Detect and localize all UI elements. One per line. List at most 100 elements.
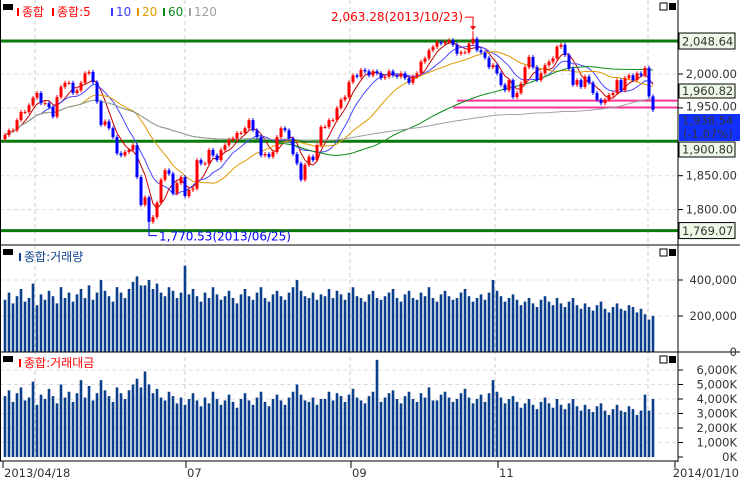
volume-bar: [531, 303, 535, 352]
level-label: 1,960.82: [682, 84, 733, 98]
trade-value-bar: [43, 399, 47, 457]
candle: [363, 69, 367, 72]
candle: [235, 132, 239, 139]
candle: [543, 65, 547, 74]
candle: [399, 73, 403, 77]
close-icon[interactable]: [669, 249, 676, 256]
maximize-icon[interactable]: [659, 248, 668, 257]
volume-bar: [363, 301, 367, 352]
candle: [335, 107, 339, 121]
trade-value-bar: [95, 393, 99, 457]
candle: [35, 92, 39, 98]
volume-bar: [579, 308, 583, 352]
volume-bar: [271, 294, 275, 352]
trade-value-bar: [519, 407, 523, 457]
legend-item: 20: [142, 5, 157, 19]
volume-bar: [219, 299, 223, 352]
candle: [27, 105, 31, 112]
volume-bar: [231, 298, 235, 352]
volume-bar: [171, 290, 175, 352]
candle: [411, 76, 415, 83]
trade-value-bar: [579, 410, 583, 457]
candle: [195, 160, 199, 189]
candle: [83, 73, 87, 83]
panel-menu-icon[interactable]: [3, 249, 13, 255]
candle: [71, 82, 75, 93]
close-icon[interactable]: [669, 3, 676, 10]
candle: [199, 160, 203, 164]
volume-bar: [223, 296, 227, 352]
value-tick-label: 6,000K: [697, 363, 738, 377]
candle: [275, 137, 279, 152]
volume-bar: [435, 301, 439, 352]
candle: [391, 71, 395, 76]
maximize-icon[interactable]: [659, 355, 668, 364]
candle: [595, 92, 599, 100]
volume-bar: [43, 299, 47, 352]
volume-bar: [395, 298, 399, 352]
value-tick-label: 0K: [722, 450, 737, 464]
volume-bar: [15, 296, 19, 352]
trade-value-bar: [643, 394, 647, 457]
trade-value-bar: [171, 396, 175, 457]
candle: [151, 217, 155, 222]
volume-bar: [243, 289, 247, 352]
trade-value-bar: [351, 388, 355, 457]
volume-bar: [119, 292, 123, 352]
candle: [371, 71, 375, 76]
trade-value-bar: [39, 394, 43, 457]
volume-bar: [39, 294, 43, 352]
volume-bar: [615, 303, 619, 352]
volume-bar: [415, 299, 419, 352]
trade-value-bar: [75, 393, 79, 457]
volume-bar: [539, 299, 543, 352]
candle: [531, 57, 535, 68]
close-icon[interactable]: [669, 356, 676, 363]
trade-value-bar: [571, 399, 575, 457]
candle: [215, 155, 219, 161]
trade-value-bar: [291, 391, 295, 457]
trade-value-bar: [115, 387, 119, 457]
volume-bar: [111, 301, 115, 352]
legend-swatch: [163, 8, 165, 16]
candle: [3, 135, 7, 140]
candle: [407, 78, 411, 83]
candle: [447, 40, 451, 43]
volume-bar: [359, 298, 363, 352]
trade-value-bar: [639, 410, 643, 457]
trade-value-bar: [327, 391, 331, 457]
candle: [255, 130, 259, 138]
candle: [623, 78, 627, 91]
trade-value-bar: [431, 400, 435, 457]
volume-bar: [279, 296, 283, 352]
volume-bar: [343, 299, 347, 352]
candle: [59, 86, 63, 98]
candle: [527, 57, 531, 68]
annotations: 2,063.28(2013/10/23) 1,770.53(2013/06/25): [148, 10, 476, 244]
trade-value-bar: [367, 396, 371, 457]
legend-swatch: [19, 253, 21, 261]
maximize-icon[interactable]: [659, 2, 668, 11]
volume-bar: [555, 298, 559, 352]
panel-menu-icon[interactable]: [3, 4, 13, 10]
panel-menu-icon[interactable]: [3, 356, 13, 362]
trade-value-bar: [363, 403, 367, 457]
volume-bar: [639, 308, 643, 352]
change-box: [679, 127, 740, 141]
trade-value-bar: [79, 380, 83, 457]
volume-bar: [35, 305, 39, 352]
level-label-box: [678, 141, 736, 158]
trade-value-bar: [131, 384, 135, 457]
legend-item: 종합: [22, 5, 44, 19]
volume-bar: [263, 298, 267, 352]
candle: [415, 73, 419, 77]
candle: [147, 197, 151, 222]
trade-value-bar: [419, 393, 423, 457]
volume-bar: [251, 299, 255, 352]
trade-value-bar: [503, 403, 507, 457]
trade-value-bar: [359, 400, 363, 457]
volume-bar: [383, 296, 387, 352]
volume-bar: [147, 280, 151, 352]
volume-bar: [135, 276, 139, 352]
value-tick-label: 2,000K: [697, 421, 738, 435]
